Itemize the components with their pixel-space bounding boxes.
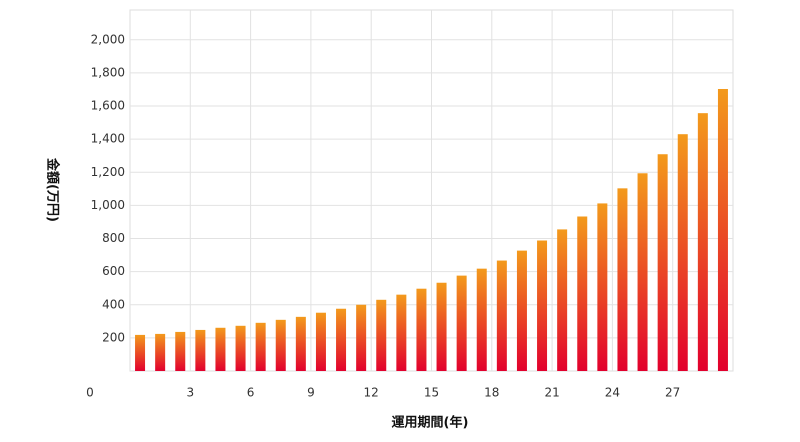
x-tick-label: 18 [484, 386, 499, 400]
bar [637, 173, 648, 371]
bar [597, 203, 608, 371]
x-tick-label: 6 [247, 386, 255, 400]
bar [275, 319, 286, 371]
y-tick-label: 800 [102, 231, 125, 245]
bar [356, 304, 367, 371]
bar [255, 322, 266, 371]
x-tick-label: 0 [86, 386, 94, 400]
bar [416, 288, 427, 371]
bar [516, 250, 527, 371]
y-tick-label: 1,000 [91, 198, 125, 212]
bar [135, 334, 146, 371]
y-tick-label: 1,800 [91, 65, 125, 79]
y-tick-label: 1,600 [91, 99, 125, 113]
y-tick-label: 600 [102, 264, 125, 278]
x-tick-label: 27 [665, 386, 680, 400]
bar [577, 216, 588, 371]
bar [376, 299, 387, 371]
bar [456, 275, 467, 371]
x-tick-label: 12 [364, 386, 379, 400]
bar [697, 113, 708, 372]
bar [557, 229, 568, 371]
bar [155, 333, 166, 371]
bar [677, 134, 688, 371]
bar [235, 325, 246, 371]
y-tick-label: 1,400 [91, 132, 125, 146]
x-axis-label: 運用期間(年) [392, 415, 469, 431]
bar [175, 331, 186, 371]
bar [195, 329, 206, 371]
bar [396, 294, 407, 371]
y-axis-label: 金額(万円) [45, 157, 61, 222]
bar [537, 240, 548, 371]
x-tick-label: 15 [424, 386, 439, 400]
bar [436, 282, 447, 371]
bar [336, 308, 347, 371]
y-tick-label: 1,200 [91, 165, 125, 179]
x-tick-label: 21 [544, 386, 559, 400]
bar [617, 188, 628, 371]
bar [717, 88, 728, 372]
bar [215, 327, 226, 371]
x-tick-label: 24 [605, 386, 620, 400]
bar [315, 312, 326, 371]
bar [496, 260, 507, 371]
bar [476, 268, 487, 371]
y-tick-label: 400 [102, 297, 125, 311]
bar [657, 154, 668, 371]
y-tick-label: 200 [102, 330, 125, 344]
y-tick-label: 2,000 [91, 32, 125, 46]
bar [295, 316, 306, 371]
x-tick-label: 9 [307, 386, 315, 400]
x-tick-label: 3 [186, 386, 194, 400]
